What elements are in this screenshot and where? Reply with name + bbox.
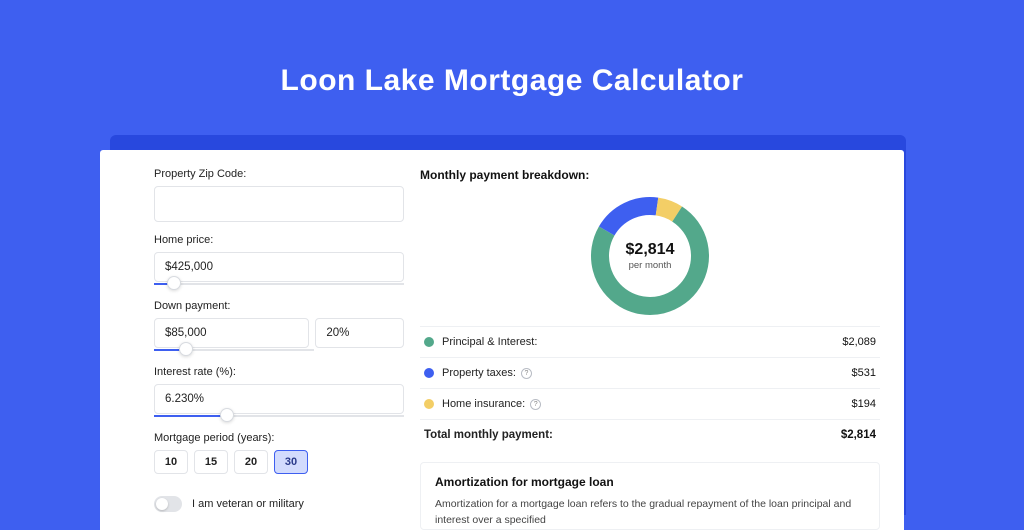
interest-label: Interest rate (%): <box>154 366 404 378</box>
home-price-input[interactable] <box>154 252 404 282</box>
amortization-text: Amortization for a mortgage loan refers … <box>435 497 865 529</box>
inputs-column: Property Zip Code: Home price: Down paym… <box>154 168 404 530</box>
zip-label: Property Zip Code: <box>154 168 404 180</box>
interest-input[interactable] <box>154 384 404 414</box>
legend-dot <box>424 337 434 347</box>
donut-center-sub: per month <box>629 260 672 271</box>
legend-dot <box>424 399 434 409</box>
veteran-row: I am veteran or military <box>154 496 404 512</box>
veteran-label: I am veteran or military <box>192 498 304 510</box>
donut-chart-area: $2,814 per month <box>420 188 880 326</box>
down-payment-label: Down payment: <box>154 300 404 312</box>
breakdown-column: Monthly payment breakdown: $2,814 per mo… <box>404 168 880 530</box>
info-icon[interactable]: ? <box>521 368 532 379</box>
zip-field: Property Zip Code: <box>154 168 404 222</box>
breakdown-legend: Principal & Interest: $2,089 Property taxe… <box>420 326 880 450</box>
down-payment-field: Down payment: <box>154 300 404 354</box>
breakdown-title: Monthly payment breakdown: <box>420 168 880 182</box>
legend-value: $531 <box>852 367 876 379</box>
legend-label: Property taxes:? <box>442 367 532 379</box>
info-icon[interactable]: ? <box>530 399 541 410</box>
period-btn-30[interactable]: 30 <box>274 450 308 474</box>
interest-slider[interactable] <box>154 412 404 420</box>
toggle-knob <box>156 498 168 510</box>
home-price-field: Home price: <box>154 234 404 288</box>
legend-label: Principal & Interest: <box>442 336 537 348</box>
amortization-card: Amortization for mortgage loan Amortizat… <box>420 462 880 530</box>
legend-value: $2,089 <box>842 336 876 348</box>
page-title: Loon Lake Mortgage Calculator <box>0 0 1024 98</box>
amortization-title: Amortization for mortgage loan <box>435 475 865 489</box>
legend-value: $194 <box>852 398 876 410</box>
legend-row: Home insurance:? $194 <box>420 389 880 420</box>
period-buttons: 10152030 <box>154 450 404 474</box>
legend-dot <box>424 368 434 378</box>
donut-chart: $2,814 per month <box>588 194 712 318</box>
period-label: Mortgage period (years): <box>154 432 404 444</box>
period-btn-20[interactable]: 20 <box>234 450 268 474</box>
donut-center-value: $2,814 <box>626 241 675 259</box>
donut-center: $2,814 per month <box>588 194 712 318</box>
home-price-slider[interactable] <box>154 280 404 288</box>
legend-row: Property taxes:? $531 <box>420 358 880 389</box>
zip-input[interactable] <box>154 186 404 222</box>
down-payment-slider[interactable] <box>154 346 314 354</box>
legend-row-total: Total monthly payment: $2,814 <box>420 420 880 450</box>
total-value: $2,814 <box>841 429 876 441</box>
period-btn-10[interactable]: 10 <box>154 450 188 474</box>
veteran-toggle[interactable] <box>154 496 182 512</box>
legend-label: Home insurance:? <box>442 398 541 410</box>
down-payment-input[interactable] <box>154 318 309 348</box>
period-btn-15[interactable]: 15 <box>194 450 228 474</box>
down-payment-pct-input[interactable] <box>315 318 404 348</box>
interest-field: Interest rate (%): <box>154 366 404 420</box>
total-label: Total monthly payment: <box>424 429 553 441</box>
home-price-label: Home price: <box>154 234 404 246</box>
calculator-card: Property Zip Code: Home price: Down paym… <box>100 150 904 530</box>
legend-row: Principal & Interest: $2,089 <box>420 327 880 358</box>
period-field: Mortgage period (years): 10152030 <box>154 432 404 474</box>
